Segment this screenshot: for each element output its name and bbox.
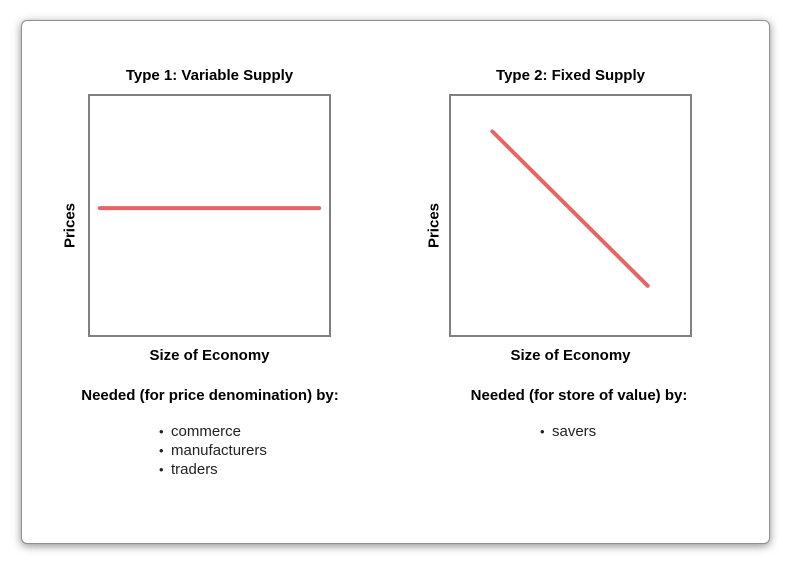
panel-2-bullet-list: • savers	[540, 422, 596, 441]
panel-2-title: Type 2: Fixed Supply	[496, 67, 645, 84]
diagram-card: Type 1: Variable Supply Prices Size of E…	[21, 20, 770, 544]
panel-1-needed-heading: Needed (for price denomination) by:	[81, 387, 339, 404]
list-item-label: commerce	[171, 423, 242, 440]
panel-2-needed-heading: Needed (for store of value) by:	[470, 387, 688, 404]
list-item-label: manufacturers	[171, 442, 267, 459]
panel-2-plot	[449, 94, 692, 337]
panel-2-x-axis-label: Size of Economy	[510, 347, 631, 364]
list-item-label: savers	[552, 423, 597, 440]
panel-1-x-axis-label: Size of Economy	[149, 347, 270, 364]
panel-1-plot	[88, 94, 331, 337]
panel-1-plot-svg	[97, 206, 322, 211]
list-item: • commerce	[159, 423, 242, 440]
panel-2-plot-svg	[490, 129, 650, 288]
panel-1-y-axis-label: Prices	[61, 202, 79, 249]
list-item-label: traders	[171, 461, 218, 478]
panel-1-bullet-list: • commerce • manufacturers • traders	[159, 422, 267, 479]
panel-1-title: Type 1: Variable Supply	[125, 67, 294, 84]
list-item: • traders	[159, 461, 218, 478]
list-item: • savers	[540, 423, 597, 440]
list-item: • manufacturers	[159, 442, 267, 459]
panel-2-price-line	[490, 129, 650, 288]
panel-2-y-axis-label: Prices	[425, 202, 443, 249]
